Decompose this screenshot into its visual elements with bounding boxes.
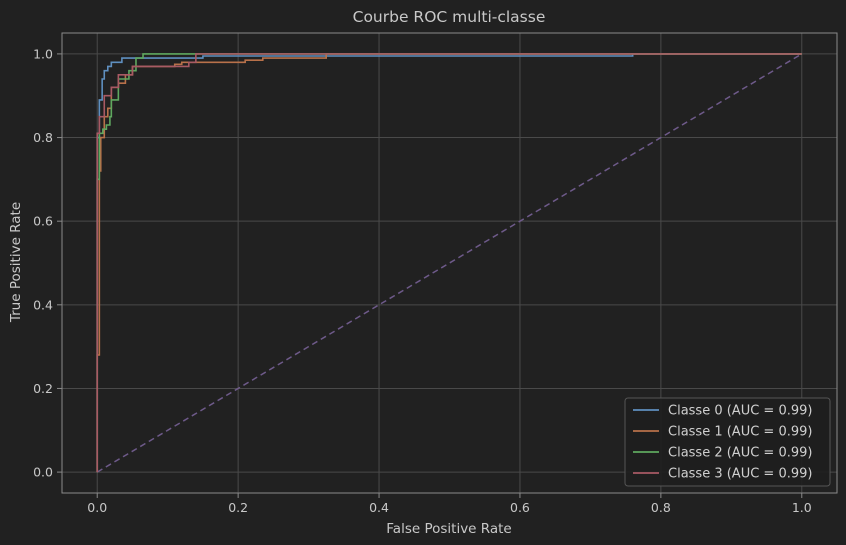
legend-label: Classe 3 (AUC = 0.99) <box>668 467 812 482</box>
roc-curve-classe-1 <box>96 53 802 473</box>
roc-curve-classe-2 <box>96 53 802 473</box>
series-layer <box>96 53 803 473</box>
legend-label: Classe 2 (AUC = 0.99) <box>668 446 812 461</box>
axis-ticks: 0.0 0.2 0.4 0.6 0.8 1.0 0.0 0.2 0.4 0.6 0.8 1.0 <box>33 46 812 515</box>
chance-diagonal-line <box>96 53 803 473</box>
y-tick-label: 1.0 <box>33 46 53 61</box>
legend-label: Classe 1 (AUC = 0.99) <box>668 425 812 440</box>
plot-frame <box>61 32 838 494</box>
roc-curve-classe-3 <box>96 53 802 473</box>
x-tick-label: 1.0 <box>792 500 812 515</box>
y-axis-title: True Positive Rate <box>8 202 24 323</box>
y-tick-label: 0.0 <box>33 465 53 480</box>
legend-box <box>624 397 831 487</box>
x-tick-label: 0.8 <box>651 500 671 515</box>
y-tick-label: 0.2 <box>33 381 53 396</box>
x-tick-label: 0.2 <box>228 500 248 515</box>
x-tick-label: 0.4 <box>369 500 389 515</box>
x-tick-label: 0.0 <box>87 500 107 515</box>
y-tick-label: 0.4 <box>33 297 53 312</box>
roc-curve-classe-0 <box>96 53 802 473</box>
y-tick-label: 0.8 <box>33 130 53 145</box>
legend: Classe 0 (AUC = 0.99) Classe 1 (AUC = 0.9… <box>624 397 831 487</box>
chart-title: Courbe ROC multi-classe <box>353 8 546 26</box>
legend-label: Classe 0 (AUC = 0.99) <box>668 404 812 419</box>
x-axis-title: False Positive Rate <box>386 521 511 537</box>
y-tick-label: 0.6 <box>33 214 53 229</box>
x-tick-label: 0.6 <box>510 500 530 515</box>
